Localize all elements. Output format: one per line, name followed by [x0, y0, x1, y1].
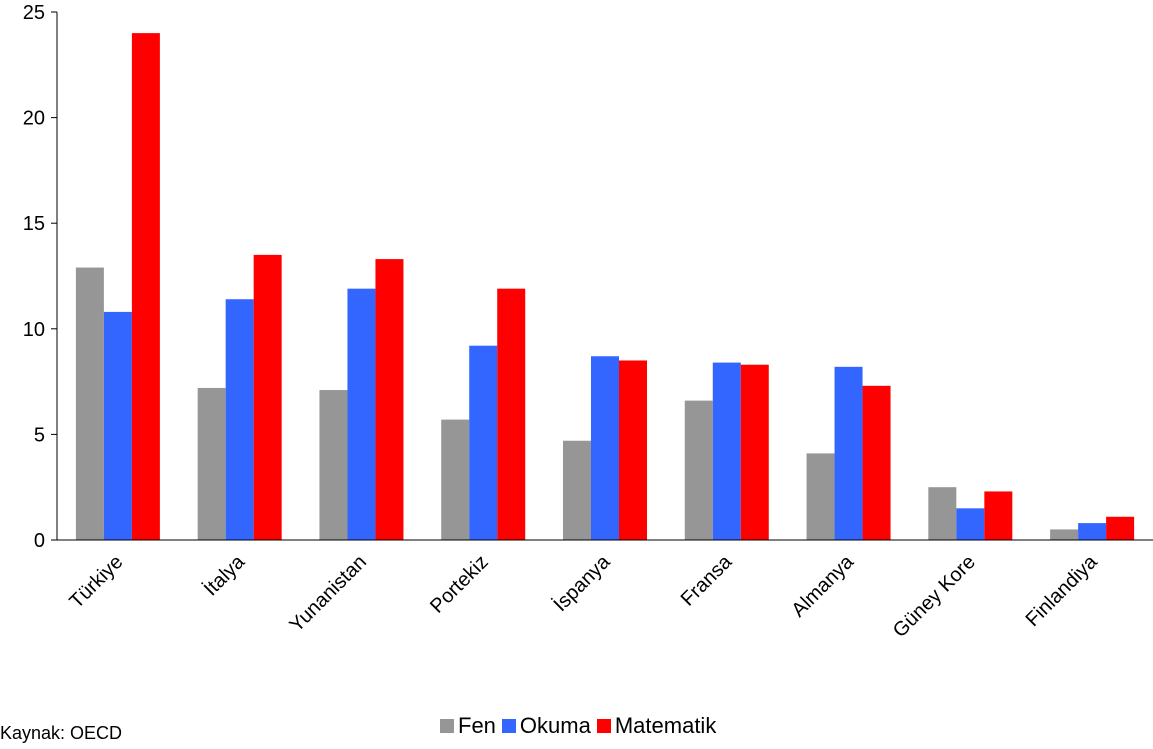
bar-okuma-3 — [469, 345, 498, 540]
category-label: Güney Kore — [889, 551, 980, 642]
legend-item-okuma: Okuma — [501, 713, 591, 739]
category-label: Finlandiya — [1022, 550, 1103, 631]
y-tick-label: 10 — [23, 319, 45, 341]
bar-okuma-7 — [956, 508, 985, 540]
legend-swatch — [501, 719, 516, 733]
category-label: Yunanistan — [285, 551, 371, 637]
bar-fen-1 — [197, 387, 226, 540]
bar-fen-4 — [563, 440, 591, 540]
bar-fen-0 — [75, 267, 104, 540]
bar-okuma-0 — [103, 311, 132, 540]
bar-fen-8 — [1050, 529, 1079, 540]
y-tick-label: 20 — [23, 108, 45, 130]
bar-okuma-8 — [1078, 523, 1107, 540]
bar-okuma-5 — [712, 362, 741, 540]
category-label: Türkiye — [65, 551, 127, 613]
bar-matematik-8 — [1106, 516, 1135, 540]
category-label: Portekiz — [426, 551, 493, 618]
bar-okuma-2 — [347, 288, 376, 540]
bars-group — [75, 33, 1135, 541]
legend-swatch — [440, 719, 454, 733]
y-tick-label: 25 — [23, 2, 45, 24]
category-label: Almanya — [788, 550, 859, 621]
bar-okuma-4 — [591, 356, 619, 540]
bar-matematik-6 — [862, 385, 891, 540]
bar-matematik-7 — [984, 491, 1013, 540]
legend-label: Fen — [458, 713, 496, 738]
legend-swatch — [596, 719, 611, 733]
y-tick-label: 0 — [34, 530, 45, 552]
bar-okuma-6 — [834, 366, 863, 540]
y-tick-label: 15 — [23, 213, 45, 235]
bar-matematik-2 — [375, 259, 404, 540]
y-tick-label: 5 — [34, 424, 45, 446]
bar-chart: 0 5 10 15 20 25 Türkiye İtalya Yunanistan Portek… — [23, 2, 1153, 642]
axes-group — [56, 12, 1153, 541]
legend-label: Okuma — [519, 713, 591, 738]
bar-okuma-1 — [225, 299, 254, 540]
bar-fen-6 — [806, 453, 835, 540]
bar-fen-5 — [684, 400, 713, 540]
legend: Fen Okuma Matematik — [440, 713, 722, 739]
category-label: İtalya — [199, 550, 250, 601]
bar-matematik-5 — [740, 364, 769, 540]
legend-item-fen: Fen — [440, 713, 496, 739]
category-label: Fransa — [677, 550, 737, 610]
source-note: Kaynak: OECD — [0, 723, 123, 743]
y-tick-labels: 0 5 10 15 20 25 — [23, 2, 57, 552]
legend-item-matematik: Matematik — [596, 713, 717, 739]
bar-matematik-0 — [131, 33, 160, 541]
bar-fen-2 — [319, 390, 348, 540]
category-labels: Türkiye İtalya Yunanistan Portekiz İspanya Fr… — [65, 550, 1102, 642]
category-label: İspanya — [549, 550, 615, 616]
bar-matematik-3 — [497, 288, 526, 540]
bar-fen-3 — [441, 419, 470, 540]
legend-label: Matematik — [614, 713, 717, 738]
bar-matematik-4 — [619, 360, 647, 540]
bar-fen-7 — [928, 487, 957, 540]
bar-matematik-1 — [253, 254, 282, 540]
